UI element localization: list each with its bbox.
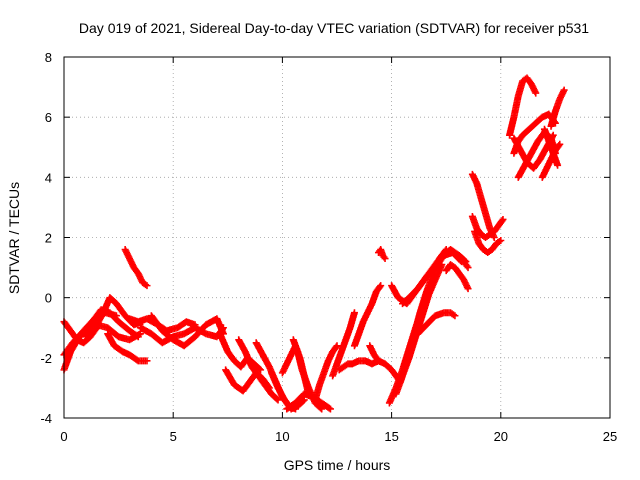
data-point (273, 395, 281, 403)
chart-title: Day 019 of 2021, Sidereal Day-to-day VTE… (79, 20, 589, 36)
data-point (333, 342, 341, 350)
data-point (274, 396, 282, 404)
y-tick-label: 6 (45, 110, 52, 125)
data-point (325, 404, 333, 412)
data-point (463, 262, 471, 270)
y-tick-label: -2 (40, 351, 52, 366)
y-tick-label: 2 (45, 231, 52, 246)
x-tick-labels: 0 5 10 15 20 25 (60, 429, 617, 444)
plot-frame (63, 56, 611, 419)
data-point (257, 366, 265, 374)
data-point (554, 161, 562, 169)
x-axis-label: GPS time / hours (284, 457, 391, 473)
x-tick-label: 0 (60, 429, 67, 444)
data-point (381, 255, 389, 263)
x-tick-label: 5 (170, 429, 177, 444)
x-tick-label: 20 (494, 429, 508, 444)
data-point (499, 215, 507, 223)
data-point (555, 141, 563, 149)
data-point (556, 140, 564, 148)
data-point (350, 309, 358, 317)
data-point (143, 282, 151, 290)
data-point (532, 89, 540, 97)
y-axis-label: SDTVAR / TECUs (6, 182, 22, 294)
x-tick-label: 10 (275, 429, 289, 444)
x-tick-label: 25 (603, 429, 617, 444)
data-point (451, 312, 459, 320)
data-points (60, 74, 568, 413)
data-point (317, 404, 325, 412)
data-point (560, 86, 568, 94)
data-point (133, 332, 141, 340)
y-tick-label: 0 (45, 291, 52, 306)
y-tick-label: 8 (45, 50, 52, 65)
data-point (464, 285, 472, 293)
data-point (464, 264, 472, 272)
data-point (134, 333, 142, 341)
data-point (326, 405, 334, 413)
y-tick-labels: -4 -2 0 2 4 6 8 (40, 50, 52, 426)
data-point (318, 405, 326, 413)
y-tick-label: -4 (40, 411, 52, 426)
data-point (380, 253, 388, 261)
data-point (497, 237, 505, 245)
data-point (490, 234, 498, 241)
data-point (143, 357, 151, 365)
data-point (332, 343, 340, 351)
data-point (498, 217, 506, 225)
data-point (449, 311, 457, 319)
y-tick-label: 4 (45, 170, 52, 185)
data-point (142, 281, 150, 289)
data-point (377, 282, 385, 290)
x-tick-label: 15 (384, 429, 398, 444)
data-point (376, 283, 384, 291)
data-point (495, 238, 503, 246)
